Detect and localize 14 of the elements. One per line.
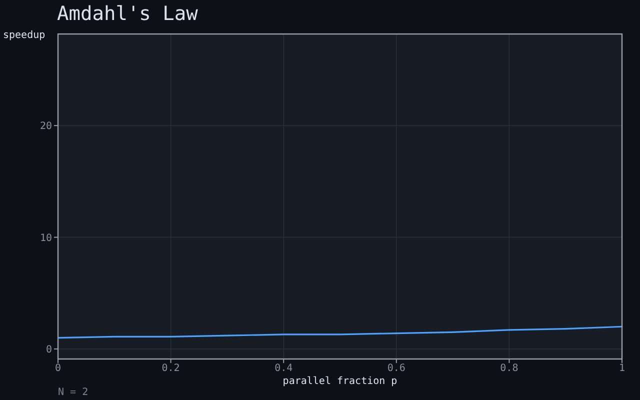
x-tick-label: 1 — [618, 363, 626, 374]
y-tick-label: 20 — [40, 121, 52, 132]
x-tick-label: 0.6 — [387, 363, 406, 374]
x-tick-label: 0 — [54, 363, 62, 374]
text: N = 2 — [58, 387, 88, 398]
x-axis-title: parallel fraction p — [282, 376, 398, 387]
y-tick-label: 0 — [46, 344, 52, 356]
y-tick-label: 10 — [40, 232, 52, 244]
x-tick-label: 0.2 — [162, 363, 180, 374]
chart-title: Amdahl's Law — [57, 2, 198, 25]
x-tick-label: 0.4 — [274, 363, 293, 374]
line-series — [58, 326, 623, 339]
x-tick-label: 0.8 — [500, 363, 518, 374]
y-axis-title: speedup — [3, 30, 46, 41]
